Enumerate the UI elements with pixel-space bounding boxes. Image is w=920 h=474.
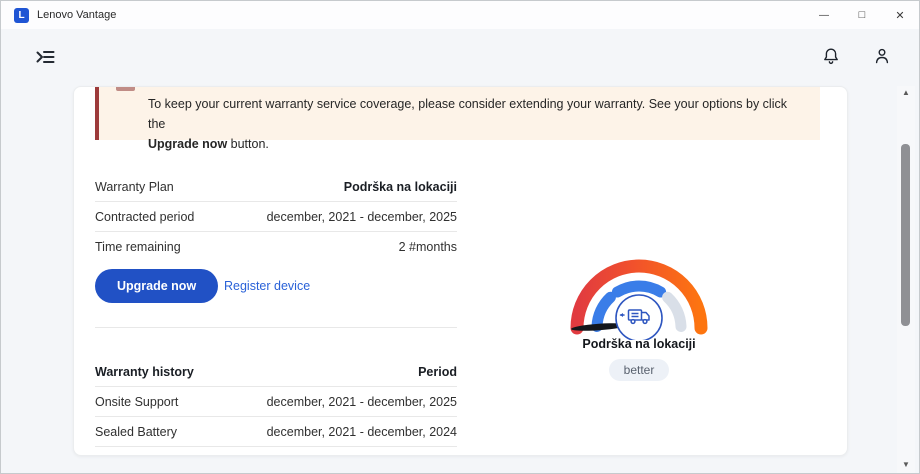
banner-line2-suffix: button. xyxy=(227,137,269,151)
banner-bold-upgrade-now: Upgrade now xyxy=(148,137,228,151)
warranty-panel: To keep your current warranty service co… xyxy=(73,86,848,456)
row-value: Podrška na lokaciji xyxy=(343,179,457,194)
row-value: 2 #months xyxy=(398,240,457,254)
warranty-plan-table: Warranty Plan Podrška na lokaciji Contra… xyxy=(95,172,457,262)
table-row: Sealed Battery december, 2021 - december… xyxy=(95,417,457,447)
row-value: december, 2021 - december, 2024 xyxy=(266,424,457,439)
gauge-svg xyxy=(570,259,708,342)
minimize-button[interactable]: — xyxy=(819,9,829,21)
window-title: Lenovo Vantage xyxy=(37,9,117,21)
warranty-gauge xyxy=(569,254,709,342)
row-label: Warranty Plan xyxy=(95,179,174,194)
better-badge: better xyxy=(608,359,670,381)
row-value: december, 2021 - december, 2025 xyxy=(266,394,457,409)
window-controls: — □ ✕ xyxy=(805,1,919,29)
table-row: Time remaining 2 #months xyxy=(95,232,457,262)
row-label: Onsite Support xyxy=(95,394,179,409)
warning-icon xyxy=(116,87,135,91)
app-logo-icon: L xyxy=(14,7,29,23)
history-header-period: Period xyxy=(418,364,457,379)
close-button[interactable]: ✕ xyxy=(895,9,905,22)
table-header-row: Warranty history Period xyxy=(95,357,457,387)
scrollbar-thumb[interactable] xyxy=(901,144,910,326)
section-divider xyxy=(95,327,457,328)
scroll-down-arrow[interactable]: ▼ xyxy=(902,460,910,469)
gauge-segment-top xyxy=(611,280,667,298)
title-bar: L Lenovo Vantage — □ ✕ xyxy=(1,1,919,29)
gauge-center-circle xyxy=(615,294,663,342)
gauge-badge-row: better xyxy=(569,359,709,381)
row-label: Time remaining xyxy=(95,240,181,254)
sidebar-toggle-icon[interactable] xyxy=(36,49,55,70)
table-row: Warranty Plan Podrška na lokaciji xyxy=(95,172,457,202)
history-header-label: Warranty history xyxy=(95,364,194,379)
row-label: Contracted period xyxy=(95,209,195,224)
delivery-truck-icon xyxy=(619,309,650,325)
notifications-bell-icon[interactable] xyxy=(822,47,840,71)
row-value: december, 2021 - december, 2025 xyxy=(266,209,457,224)
upgrade-now-button[interactable]: Upgrade now xyxy=(95,269,219,303)
gauge-segment-right xyxy=(662,291,687,332)
register-device-link[interactable]: Register device xyxy=(224,279,311,293)
table-row: Onsite Support december, 2021 - december… xyxy=(95,387,457,417)
scroll-up-arrow[interactable]: ▲ xyxy=(902,88,910,97)
gauge-needle xyxy=(571,323,627,331)
warranty-history-table: Warranty history Period Onsite Support d… xyxy=(95,357,457,447)
banner-line1: To keep your current warranty service co… xyxy=(148,97,787,131)
warranty-warning-banner: To keep your current warranty service co… xyxy=(95,87,820,151)
table-row: Contracted period december, 2021 - decem… xyxy=(95,202,457,232)
account-person-icon[interactable] xyxy=(873,47,891,71)
row-label: Sealed Battery xyxy=(95,424,177,439)
banner-text: To keep your current warranty service co… xyxy=(148,94,796,154)
gauge-outer-arc xyxy=(570,259,708,335)
gauge-label: Podrška na lokaciji xyxy=(582,337,696,351)
gauge-segment-left xyxy=(591,291,616,332)
maximize-button[interactable]: □ xyxy=(858,9,866,21)
